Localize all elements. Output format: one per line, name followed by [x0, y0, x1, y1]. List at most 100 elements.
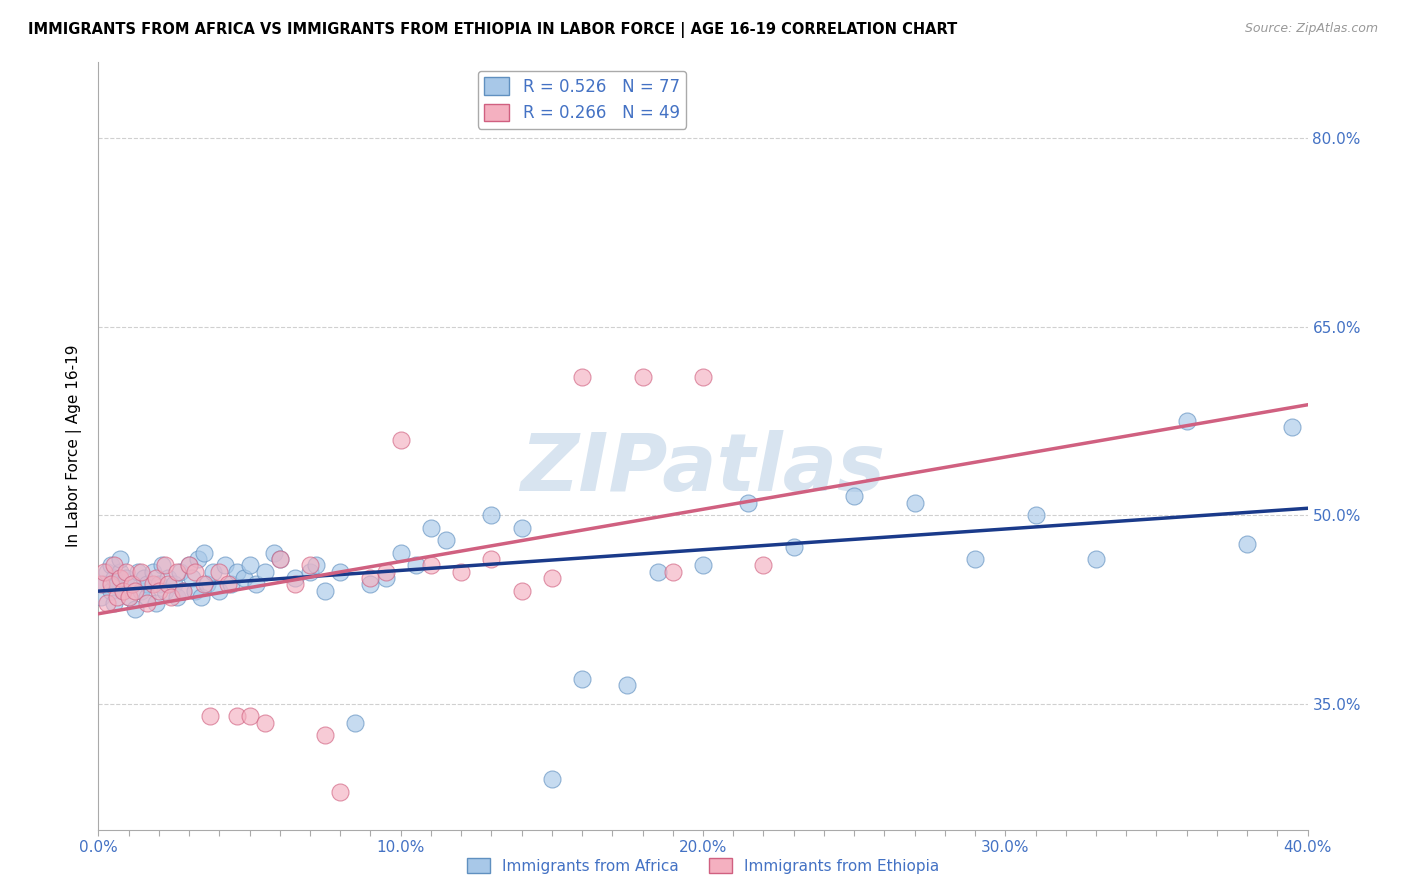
Point: [100, 577, 122, 591]
Point: [389, 546, 412, 560]
Point: [111, 583, 134, 598]
Point: [103, 596, 125, 610]
Point: [1281, 420, 1303, 434]
Point: [129, 583, 152, 598]
Point: [127, 565, 149, 579]
Point: [783, 540, 806, 554]
Point: [148, 577, 170, 591]
Point: [374, 565, 396, 579]
Point: [226, 709, 249, 723]
Point: [100, 558, 122, 573]
Point: [163, 577, 186, 591]
Point: [571, 369, 593, 384]
Point: [208, 583, 231, 598]
Point: [179, 558, 201, 573]
Point: [142, 565, 165, 579]
Point: [616, 678, 638, 692]
Point: [221, 577, 243, 591]
Point: [253, 715, 276, 730]
Point: [269, 552, 291, 566]
Point: [329, 785, 352, 799]
Point: [166, 565, 188, 579]
Point: [93, 565, 115, 579]
Point: [108, 565, 131, 579]
Point: [284, 577, 307, 591]
Point: [121, 577, 143, 591]
Point: [200, 709, 222, 723]
Point: [904, 495, 927, 509]
Point: [329, 565, 352, 579]
Point: [314, 728, 336, 742]
Point: [965, 552, 987, 566]
Point: [114, 565, 136, 579]
Point: [179, 558, 201, 573]
Point: [135, 596, 157, 610]
Point: [661, 565, 683, 579]
Point: [100, 583, 122, 598]
Point: [405, 558, 427, 573]
Point: [114, 571, 136, 585]
Point: [510, 521, 533, 535]
Point: [150, 558, 173, 573]
Text: IMMIGRANTS FROM AFRICA VS IMMIGRANTS FROM ETHIOPIA IN LABOR FORCE | AGE 16-19 CO: IMMIGRANTS FROM AFRICA VS IMMIGRANTS FRO…: [28, 22, 957, 38]
Point: [844, 489, 866, 503]
Point: [226, 565, 249, 579]
Point: [103, 558, 125, 573]
Text: Source: ZipAtlas.com: Source: ZipAtlas.com: [1244, 22, 1378, 36]
Point: [118, 590, 141, 604]
Point: [208, 565, 231, 579]
Point: [253, 565, 276, 579]
Point: [108, 552, 131, 566]
Point: [540, 571, 562, 585]
Point: [571, 672, 593, 686]
Text: ZIPatlas: ZIPatlas: [520, 430, 886, 508]
Point: [692, 558, 714, 573]
Point: [135, 577, 157, 591]
Point: [160, 590, 183, 604]
Legend: Immigrants from Africa, Immigrants from Ethiopia: Immigrants from Africa, Immigrants from …: [461, 852, 945, 880]
Point: [1236, 537, 1258, 551]
Y-axis label: In Labor Force | Age 16-19: In Labor Force | Age 16-19: [66, 344, 83, 548]
Point: [121, 577, 143, 591]
Point: [132, 571, 155, 585]
Point: [166, 590, 188, 604]
Point: [389, 433, 412, 447]
Point: [103, 571, 125, 585]
Point: [420, 558, 443, 573]
Point: [239, 558, 262, 573]
Point: [263, 546, 285, 560]
Point: [96, 596, 118, 610]
Point: [481, 552, 503, 566]
Point: [108, 571, 131, 585]
Point: [360, 577, 382, 591]
Point: [269, 552, 291, 566]
Point: [214, 558, 236, 573]
Point: [305, 558, 328, 573]
Point: [145, 596, 167, 610]
Point: [135, 590, 157, 604]
Point: [450, 565, 472, 579]
Point: [142, 577, 165, 591]
Point: [284, 571, 307, 585]
Point: [111, 583, 134, 598]
Point: [193, 577, 215, 591]
Point: [510, 583, 533, 598]
Point: [90, 590, 112, 604]
Point: [124, 583, 146, 598]
Point: [90, 577, 112, 591]
Point: [202, 565, 225, 579]
Point: [184, 565, 207, 579]
Point: [93, 577, 115, 591]
Point: [124, 602, 146, 616]
Point: [434, 533, 457, 548]
Point: [118, 590, 141, 604]
Point: [217, 577, 239, 591]
Point: [299, 565, 322, 579]
Point: [195, 577, 218, 591]
Point: [1085, 552, 1108, 566]
Point: [105, 577, 128, 591]
Point: [1175, 414, 1198, 428]
Point: [129, 565, 152, 579]
Point: [631, 369, 654, 384]
Point: [299, 558, 322, 573]
